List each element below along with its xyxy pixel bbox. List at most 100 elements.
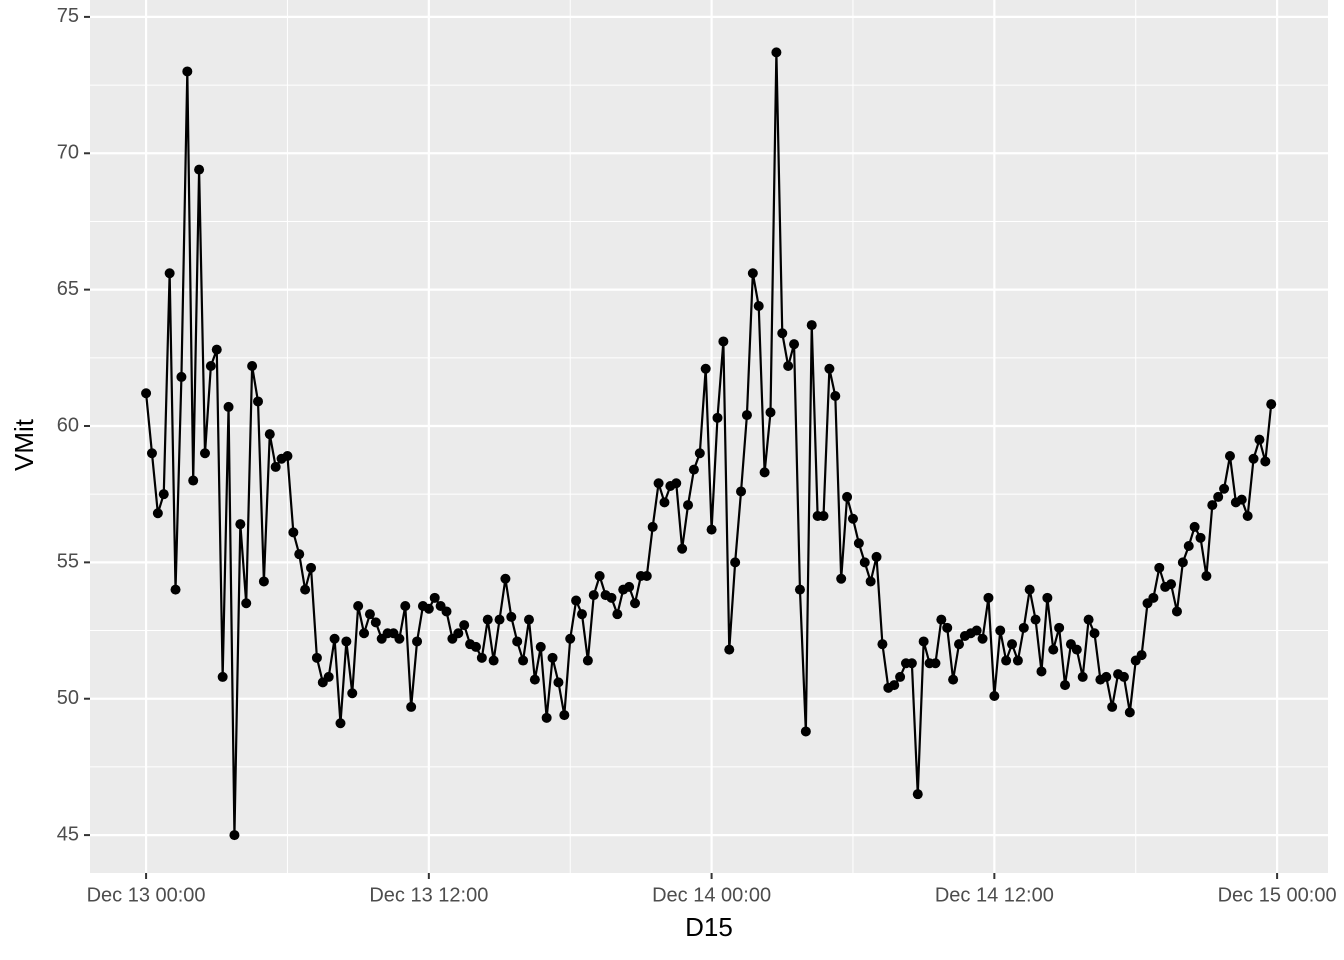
point (706, 524, 717, 535)
point (1012, 655, 1023, 666)
point (677, 543, 688, 554)
point (341, 636, 352, 647)
point (1224, 451, 1235, 461)
point (630, 598, 641, 609)
point (565, 633, 576, 644)
point (1083, 614, 1094, 625)
point (1213, 491, 1224, 502)
point (488, 655, 499, 666)
point (741, 410, 752, 421)
point (971, 625, 982, 636)
point (1018, 622, 1029, 633)
point (612, 609, 623, 620)
point (700, 363, 711, 374)
point (671, 478, 682, 489)
point (1177, 557, 1188, 568)
line (144, 52, 1273, 836)
point (453, 628, 464, 639)
point (1030, 614, 1041, 625)
point (1036, 666, 1047, 677)
point (329, 633, 340, 644)
point (353, 601, 364, 611)
point (323, 671, 334, 682)
point (653, 478, 664, 489)
point (594, 571, 605, 581)
point (188, 475, 199, 486)
point (494, 614, 505, 625)
point (942, 622, 953, 633)
point (576, 609, 587, 620)
x-axis-title: D15 (685, 912, 733, 942)
point (288, 527, 299, 538)
point (1077, 671, 1088, 682)
x-tick-label: Dec 13 12:00 (369, 884, 488, 906)
point (753, 301, 764, 311)
point (282, 451, 293, 461)
point (394, 633, 405, 644)
point (718, 336, 729, 347)
point (647, 521, 658, 532)
point (995, 625, 1006, 636)
point (889, 680, 900, 691)
point (506, 611, 517, 622)
point (170, 584, 181, 595)
point (659, 497, 670, 508)
point (871, 551, 882, 562)
point (559, 710, 570, 721)
point (1124, 707, 1135, 718)
y-tick-label: 55 (57, 551, 79, 573)
point (783, 361, 794, 371)
point (229, 830, 240, 841)
point (306, 562, 317, 573)
point (641, 571, 652, 581)
point (217, 671, 228, 682)
point (830, 391, 841, 401)
point (241, 598, 252, 609)
point (529, 674, 540, 685)
point (983, 592, 994, 603)
point (895, 671, 906, 682)
point (152, 508, 163, 519)
point (1166, 579, 1177, 590)
point (989, 691, 1000, 701)
point (912, 789, 923, 800)
point (765, 407, 776, 418)
point (270, 461, 281, 472)
point (936, 614, 947, 625)
point (335, 718, 346, 729)
point (1195, 532, 1206, 543)
point (412, 636, 423, 647)
y-tick-label: 65 (57, 278, 79, 300)
point (877, 639, 888, 650)
y-tick-label: 75 (57, 5, 79, 27)
point (359, 628, 370, 639)
point (1089, 628, 1100, 639)
point (223, 401, 234, 412)
point (1266, 399, 1277, 410)
point (258, 576, 269, 587)
point (1118, 671, 1129, 682)
point (606, 592, 617, 603)
point (694, 448, 705, 459)
point (800, 726, 811, 737)
point (688, 464, 699, 475)
point (311, 652, 322, 663)
point (199, 448, 210, 459)
point (1107, 701, 1118, 712)
point (730, 557, 741, 568)
point (1024, 584, 1035, 595)
point (1242, 511, 1253, 521)
point (441, 606, 452, 617)
point (370, 617, 381, 628)
point (364, 609, 375, 620)
point (624, 581, 635, 592)
point (253, 396, 264, 407)
point (1101, 671, 1112, 682)
point (541, 712, 552, 723)
point (1236, 494, 1247, 505)
point (294, 549, 305, 560)
point (842, 491, 853, 502)
point (194, 164, 205, 175)
point (1148, 592, 1159, 603)
